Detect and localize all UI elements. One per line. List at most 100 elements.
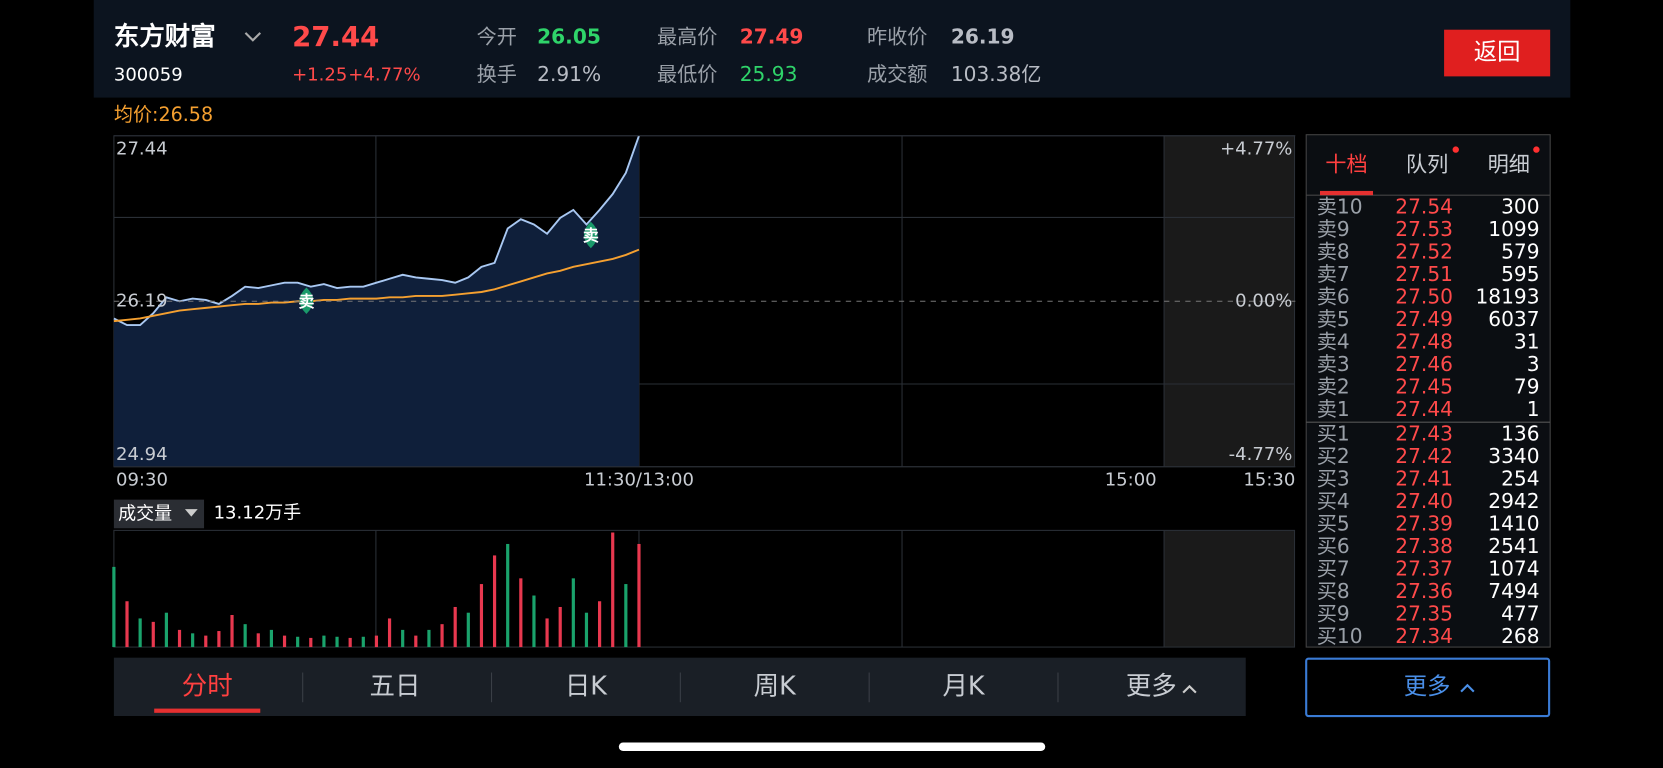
book-price: 27.50 bbox=[1395, 284, 1453, 308]
tab[interactable]: 月K bbox=[943, 671, 986, 701]
book-price: 27.48 bbox=[1395, 329, 1453, 353]
book-volume: 6037 bbox=[1488, 307, 1539, 331]
y-tick-label: 26.19 bbox=[116, 290, 168, 311]
back-button[interactable] bbox=[1444, 29, 1551, 77]
book-volume: 254 bbox=[1501, 466, 1539, 490]
volume-label[interactable]: 成交量 bbox=[118, 503, 172, 524]
volume-bar bbox=[138, 618, 142, 648]
stat-value: 26.19 bbox=[951, 25, 1015, 49]
y2-tick-label: +4.77% bbox=[1220, 139, 1292, 160]
book-price: 27.41 bbox=[1395, 466, 1453, 490]
book-volume: 477 bbox=[1501, 601, 1539, 625]
stat-label: 成交额 bbox=[867, 62, 927, 86]
book-price: 27.36 bbox=[1395, 579, 1453, 603]
volume-bar bbox=[256, 633, 260, 648]
x-tick-label: 15:00 bbox=[1105, 470, 1157, 491]
volume-bar bbox=[453, 606, 457, 648]
x-tick-label: 11:30/13:00 bbox=[584, 470, 694, 491]
book-volume: 79 bbox=[1514, 374, 1540, 398]
book-tab[interactable]: 明细 bbox=[1488, 152, 1530, 177]
volume-bar bbox=[532, 595, 536, 648]
book-volume: 136 bbox=[1501, 421, 1539, 445]
price-area bbox=[113, 135, 639, 467]
volume-bar bbox=[348, 637, 352, 648]
change: +1.25 bbox=[292, 64, 347, 85]
book-label: 卖3 bbox=[1317, 352, 1350, 376]
badge bbox=[1533, 146, 1540, 153]
book-label: 卖9 bbox=[1317, 217, 1350, 241]
stat-label: 最低价 bbox=[657, 62, 717, 86]
volume-bar bbox=[217, 631, 221, 648]
book-price: 27.54 bbox=[1395, 194, 1453, 218]
book-label: 买3 bbox=[1317, 466, 1350, 490]
tab[interactable]: 周K bbox=[754, 671, 797, 701]
book-price: 27.38 bbox=[1395, 534, 1453, 558]
home-indicator bbox=[618, 742, 1046, 752]
stat-value: 2.91% bbox=[537, 62, 601, 86]
volume-bar bbox=[112, 566, 116, 648]
chevron-up[interactable] bbox=[1460, 683, 1475, 693]
volume-bar bbox=[125, 601, 129, 648]
volume-bar bbox=[466, 612, 470, 648]
book-label: 买1 bbox=[1317, 421, 1350, 445]
tab[interactable]: 五日 bbox=[370, 671, 421, 701]
volume-bar bbox=[151, 621, 155, 648]
book-label: 卖4 bbox=[1317, 329, 1350, 353]
book-volume: 1410 bbox=[1488, 511, 1539, 535]
volume-bar bbox=[492, 555, 497, 648]
book-price: 27.40 bbox=[1395, 489, 1453, 513]
dropdown-icon[interactable] bbox=[244, 32, 262, 42]
book-volume: 7494 bbox=[1488, 579, 1539, 603]
sell-marker bbox=[583, 221, 598, 249]
book-label: 卖8 bbox=[1317, 239, 1350, 263]
volume-bar bbox=[427, 629, 431, 648]
volume-bar bbox=[164, 612, 168, 648]
book-volume: 2942 bbox=[1488, 489, 1539, 513]
volume-bar bbox=[296, 636, 300, 648]
stock-name[interactable]: 东方财富 bbox=[114, 22, 216, 52]
volume-total: 13.12万手 bbox=[214, 502, 302, 523]
volume-selector[interactable] bbox=[113, 499, 205, 529]
book-price: 27.42 bbox=[1395, 444, 1453, 468]
volume-bar bbox=[558, 606, 562, 648]
tab[interactable]: 日K bbox=[565, 671, 608, 701]
volume-bar bbox=[243, 624, 247, 648]
more-button[interactable] bbox=[1305, 657, 1551, 718]
change-pct: +4.77% bbox=[348, 64, 420, 85]
book-label: 买8 bbox=[1317, 579, 1350, 603]
back-label[interactable]: 返回 bbox=[1474, 38, 1521, 66]
more-label[interactable]: 更多 bbox=[1404, 672, 1451, 700]
stock-code: 300059 bbox=[114, 64, 183, 85]
book-volume: 1 bbox=[1527, 397, 1540, 421]
book-label: 卖7 bbox=[1317, 262, 1350, 286]
book-label: 买10 bbox=[1317, 624, 1363, 648]
tab[interactable]: 更多 bbox=[1126, 671, 1177, 701]
book-price: 27.44 bbox=[1395, 397, 1453, 421]
book-tab[interactable]: 十档 bbox=[1325, 152, 1367, 177]
price-line bbox=[113, 135, 640, 327]
chevron-up[interactable] bbox=[1182, 684, 1197, 694]
sell-marker bbox=[299, 287, 314, 315]
y-tick-label: 27.44 bbox=[116, 139, 168, 160]
dropdown-icon[interactable] bbox=[184, 509, 198, 517]
book-price: 27.46 bbox=[1395, 352, 1453, 376]
x-tick-label: 09:30 bbox=[116, 470, 168, 491]
book-price: 27.52 bbox=[1395, 239, 1453, 263]
volume-frame bbox=[113, 529, 1296, 648]
tab[interactable]: 分时 bbox=[182, 671, 233, 701]
book-volume: 579 bbox=[1501, 239, 1539, 263]
stat-value: 25.93 bbox=[740, 62, 798, 86]
book-label: 卖6 bbox=[1317, 284, 1350, 308]
book-volume: 3340 bbox=[1488, 444, 1539, 468]
book-tab[interactable]: 队列 bbox=[1406, 152, 1448, 177]
volume-bar bbox=[611, 532, 615, 648]
book-label: 卖10 bbox=[1317, 194, 1363, 218]
volume-bar bbox=[309, 637, 313, 648]
book-price: 27.51 bbox=[1395, 262, 1453, 286]
stat-value: 26.05 bbox=[537, 25, 601, 49]
x-tick-label: 15:30 bbox=[1243, 470, 1295, 491]
avg-line bbox=[113, 248, 640, 323]
volume-bar bbox=[571, 578, 575, 648]
